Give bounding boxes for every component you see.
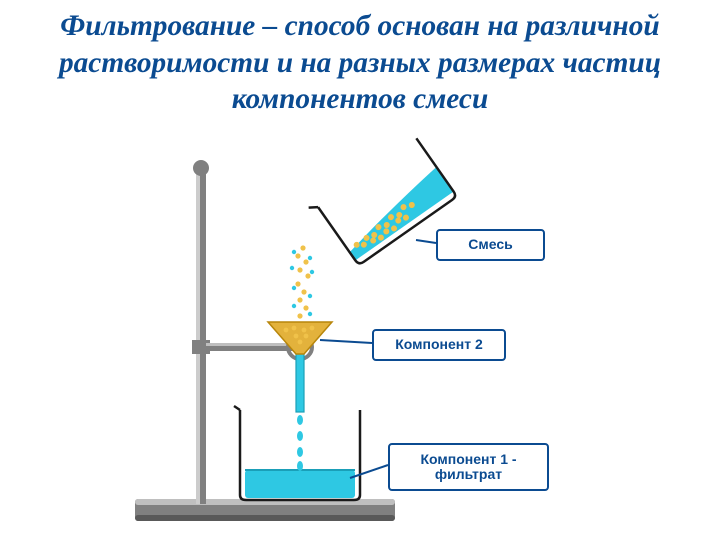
label-component-2: Компонент 2: [372, 329, 506, 361]
label-mixture: Смесь: [436, 229, 545, 261]
retort-stand: [135, 160, 395, 521]
receiving-beaker: [234, 406, 360, 500]
filtration-diagram: [0, 0, 720, 540]
funnel: [268, 322, 332, 412]
pouring-stream: [290, 245, 314, 318]
filtrate-drops: [297, 415, 303, 471]
pouring-beaker: [309, 134, 457, 270]
label-component-1-filtrate: Компонент 1 - фильтрат: [388, 443, 549, 491]
